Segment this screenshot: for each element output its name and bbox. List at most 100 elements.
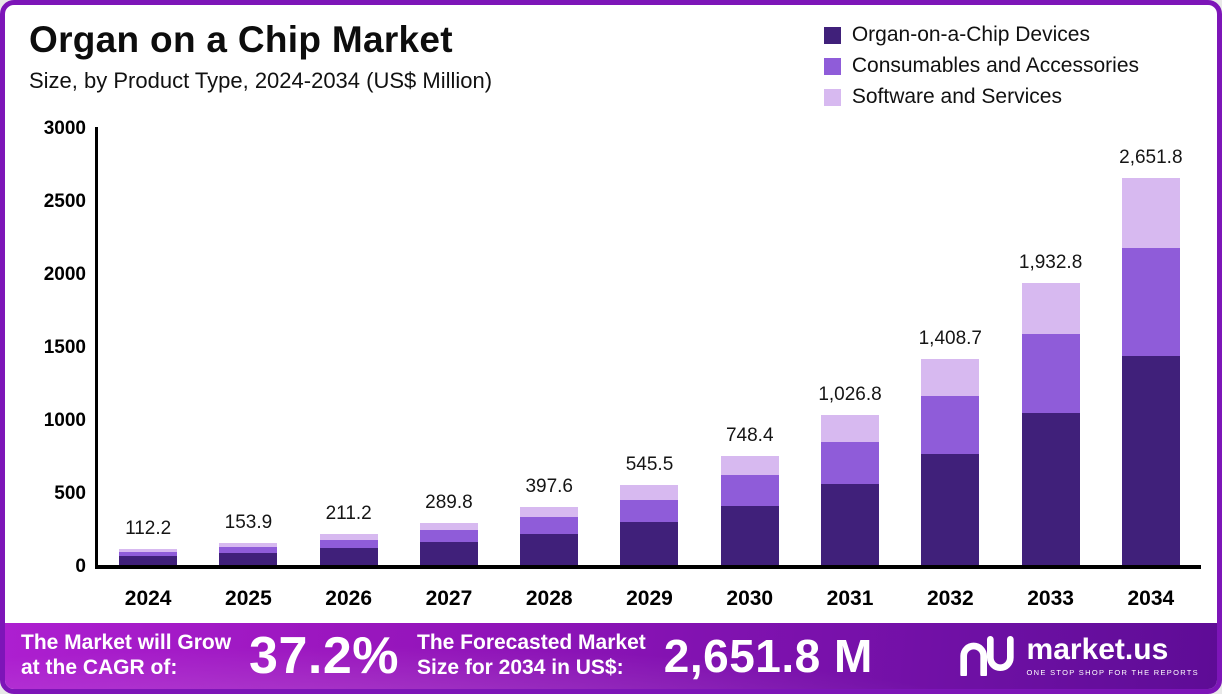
x-axis-label: 2032 bbox=[926, 587, 974, 610]
legend-label: Software and Services bbox=[851, 85, 1062, 108]
bar-slot: 545.5 2029 bbox=[599, 127, 699, 610]
bar-segment-software bbox=[419, 522, 478, 531]
bar-total-label: 1,932.8 bbox=[1018, 251, 1083, 273]
page-title: Organ on a Chip Market bbox=[29, 19, 453, 60]
bar-total-label: 2,651.8 bbox=[1119, 146, 1183, 168]
bar-segment-software bbox=[720, 455, 779, 476]
bar-segment-software bbox=[821, 415, 880, 443]
forecast-label-line2: Size for 2034 in US$: bbox=[417, 656, 624, 679]
x-axis-label: 2031 bbox=[826, 587, 874, 610]
bar-slot: 748.4 2030 bbox=[700, 127, 800, 610]
legend-label: Consumables and Accessories bbox=[851, 54, 1139, 77]
bar-segment-devices bbox=[520, 533, 579, 565]
bar-total-label: 1,408.7 bbox=[918, 328, 982, 350]
stacked-bar bbox=[1021, 127, 1080, 565]
bar-segment-consumables bbox=[620, 499, 679, 523]
stacked-bar bbox=[620, 127, 679, 565]
bar-segment-consumables bbox=[520, 517, 579, 534]
stacked-bar bbox=[720, 127, 779, 565]
bar-slot: 1,026.8 2031 bbox=[800, 127, 900, 610]
brand-name: market.us bbox=[1026, 633, 1169, 666]
bar-total-label: 1,026.8 bbox=[818, 384, 882, 406]
bar-slot: 1,408.7 2032 bbox=[900, 127, 1000, 610]
bar-segment-devices bbox=[1121, 355, 1180, 565]
stacked-bar bbox=[520, 127, 579, 565]
bar-segment-software bbox=[620, 485, 679, 500]
x-axis-label: 2034 bbox=[1127, 587, 1175, 610]
legend-item-1: Consumables and Accessories bbox=[823, 54, 1139, 78]
bar-segment-consumables bbox=[319, 539, 378, 549]
bar-segment-devices bbox=[620, 522, 679, 565]
footer-banner: The Market will Grow at the CAGR of: 37.… bbox=[5, 623, 1217, 689]
cagr-label-line2: at the CAGR of: bbox=[21, 656, 178, 679]
x-axis-label: 2024 bbox=[124, 587, 172, 610]
bar-segment-software bbox=[1021, 282, 1080, 334]
bar-segment-devices bbox=[419, 542, 478, 565]
bar-segment-software bbox=[219, 542, 278, 547]
x-axis-label: 2025 bbox=[225, 587, 272, 610]
y-axis-tick: 2500 bbox=[43, 191, 86, 212]
bar-total-label: 545.5 bbox=[625, 454, 674, 476]
stacked-bar bbox=[119, 127, 178, 565]
bar-segment-consumables bbox=[419, 530, 478, 543]
bar-segment-consumables bbox=[821, 442, 880, 485]
bar-segment-consumables bbox=[1021, 333, 1080, 413]
legend-swatch bbox=[823, 26, 841, 44]
x-axis-label: 2026 bbox=[325, 587, 373, 610]
y-axis-tick: 0 bbox=[75, 556, 86, 577]
legend: Organ-on-a-Chip Devices Consumables and A… bbox=[823, 19, 1139, 121]
header: Organ on a Chip Market Size, by Product … bbox=[5, 5, 1217, 121]
stacked-bar bbox=[319, 127, 378, 565]
plot-area: 0 500 1000 1500 2000 2500 3000 112.2 2024 153.9 20… bbox=[44, 118, 1201, 610]
bar-segment-software bbox=[520, 506, 579, 518]
brand-text: market.us ONE STOP SHOP FOR THE REPORTS bbox=[1026, 633, 1199, 678]
bar-slot: 289.8 2027 bbox=[399, 127, 499, 610]
bar-segment-consumables bbox=[119, 551, 178, 557]
bar-segment-software bbox=[119, 548, 178, 552]
brand-logo[interactable]: market.us ONE STOP SHOP FOR THE REPORTS bbox=[957, 635, 1199, 677]
bar-segment-devices bbox=[219, 552, 278, 565]
bar-segment-consumables bbox=[720, 475, 779, 507]
x-axis-label: 2027 bbox=[425, 587, 473, 610]
bar-slot: 397.6 2028 bbox=[499, 127, 599, 610]
bar-segment-consumables bbox=[921, 396, 980, 454]
cagr-label-line1: The Market will Grow bbox=[21, 631, 232, 655]
x-axis-label: 2030 bbox=[726, 587, 774, 610]
y-axis-tick: 2000 bbox=[43, 264, 86, 286]
stacked-bar bbox=[219, 127, 278, 565]
chart-subtitle: Size, by Product Type, 2024-2034 (US$ Mi… bbox=[29, 67, 493, 93]
x-axis-label: 2033 bbox=[1027, 587, 1074, 610]
y-axis-tick: 1500 bbox=[43, 337, 86, 358]
bar-slot: 1,932.8 2033 bbox=[1000, 127, 1100, 610]
bar-segment-devices bbox=[319, 548, 378, 565]
marketus-icon bbox=[959, 636, 1014, 676]
legend-label: Organ-on-a-Chip Devices bbox=[851, 23, 1090, 46]
stacked-bar bbox=[921, 127, 980, 565]
bar-segment-consumables bbox=[1121, 247, 1180, 356]
bar-segment-devices bbox=[720, 506, 779, 565]
bar-segment-devices bbox=[821, 484, 880, 565]
bar-segment-software bbox=[1121, 177, 1180, 248]
bar-slot: 2,651.8 2034 bbox=[1101, 127, 1201, 610]
legend-item-0: Organ-on-a-Chip Devices bbox=[823, 23, 1139, 47]
cagr-label: The Market will Grow at the CAGR of: bbox=[21, 631, 231, 681]
y-axis-tick: 1000 bbox=[43, 410, 86, 432]
stacked-bar bbox=[419, 127, 478, 565]
cagr-value: 37.2% bbox=[249, 627, 399, 685]
bar-total-label: 748.4 bbox=[725, 424, 774, 446]
bar-segment-software bbox=[921, 359, 980, 397]
stacked-bar bbox=[1121, 127, 1180, 565]
brand-tagline: ONE STOP SHOP FOR THE REPORTS bbox=[1026, 668, 1199, 677]
forecast-label-line1: The Forecasted Market bbox=[417, 631, 646, 655]
legend-item-2: Software and Services bbox=[823, 85, 1139, 109]
legend-swatch bbox=[823, 88, 841, 106]
bar-segment-consumables bbox=[219, 546, 278, 553]
forecast-label: The Forecasted Market Size for 2034 in U… bbox=[417, 631, 646, 681]
bar-slot: 211.2 2026 bbox=[299, 127, 399, 610]
x-axis-label: 2028 bbox=[525, 587, 573, 610]
bar-slot: 153.9 2025 bbox=[198, 127, 298, 610]
legend-swatch bbox=[823, 57, 841, 75]
stacked-bar bbox=[821, 127, 880, 565]
bar-total-label: 211.2 bbox=[325, 503, 372, 525]
